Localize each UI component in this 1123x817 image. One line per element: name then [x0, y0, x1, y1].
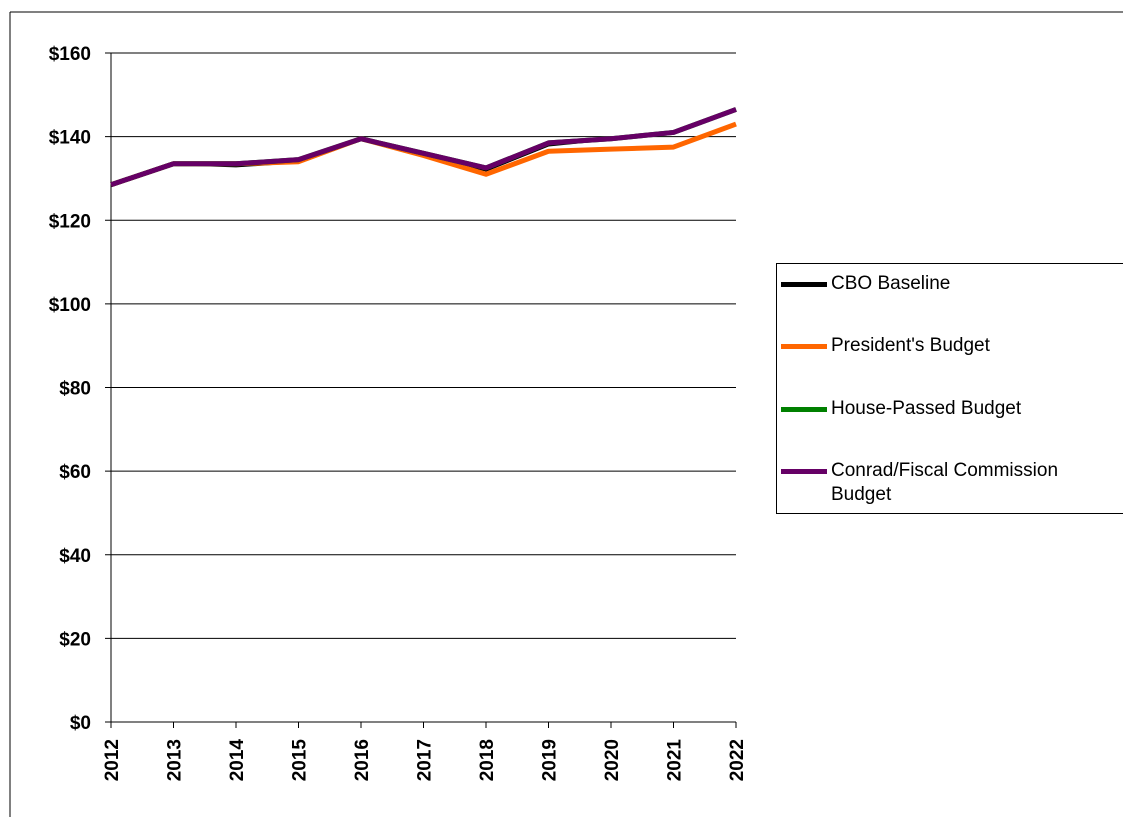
x-tick-label: 2013: [165, 739, 186, 781]
y-tick-label: $120: [49, 211, 91, 232]
series-line: [110, 107, 737, 188]
x-tick-label: 2019: [540, 739, 561, 781]
legend-label: CBO Baseline: [831, 273, 951, 294]
x-tick-label: 2015: [290, 739, 311, 782]
x-tick-label: 2017: [415, 739, 436, 781]
legend-swatch: [781, 407, 827, 412]
legend-swatch: [781, 282, 827, 287]
legend: CBO Baseline President's Budget House-Pass…: [776, 263, 1123, 514]
y-tick-label: $60: [59, 462, 91, 483]
y-tick-label: $160: [49, 44, 91, 65]
x-tick-label: 2012: [102, 739, 123, 781]
y-tick-label: $20: [59, 629, 91, 650]
legend-label: Conrad/Fiscal Commission Budget: [831, 460, 1059, 505]
x-tick-label: 2020: [602, 739, 623, 781]
y-tick-label: $40: [59, 546, 91, 567]
legend-swatch: [781, 469, 827, 474]
x-tick-label: 2021: [665, 739, 686, 782]
legend-label: House-Passed Budget: [831, 398, 1022, 419]
y-tick-label: $100: [49, 295, 91, 316]
x-tick-label: 2016: [352, 739, 373, 781]
y-tick-label: $80: [59, 379, 91, 400]
y-tick-label: $140: [49, 128, 91, 149]
legend-swatch: [781, 344, 827, 349]
x-tick-label: 2018: [477, 739, 498, 781]
y-tick-label: $0: [70, 713, 91, 734]
x-tick-label: 2022: [727, 739, 748, 781]
x-tick-label: 2014: [227, 739, 248, 782]
legend-label: President's Budget: [831, 335, 990, 356]
